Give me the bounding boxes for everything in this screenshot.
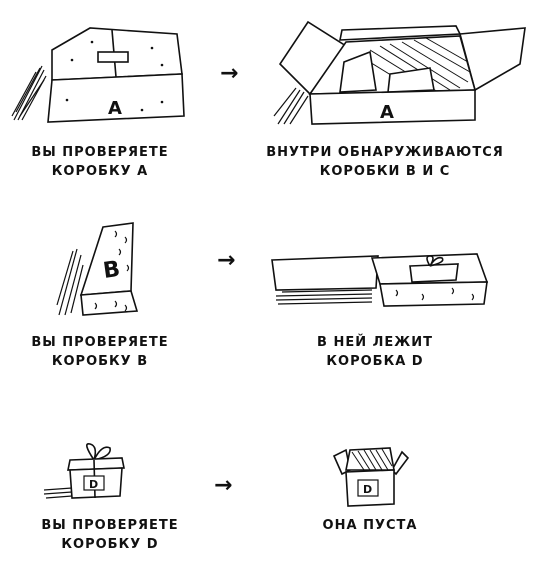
arrow-row-2: →: [217, 248, 236, 273]
caption-line-1: ВЫ ПРОВЕРЯЕТЕ: [41, 518, 179, 533]
box-b-open-with-d-illustration: [271, 253, 489, 307]
caption-line-1: ОНА ПУСТА: [322, 518, 418, 533]
arrow-row-3: →: [214, 473, 233, 498]
closed-box-a-illustration: A: [11, 27, 185, 123]
caption-line-2: КОРОБКУ В: [51, 354, 149, 369]
open-box-a-illustration: A: [273, 20, 526, 125]
box-b-letter: B: [102, 257, 122, 284]
caption-line-2: КОРОБКУ А: [51, 164, 149, 179]
gift-box-d-illustration: D: [43, 443, 125, 499]
caption-check-box-d: ВЫ ПРОВЕРЯЕТЕ КОРОБКУ D: [30, 516, 190, 554]
caption-line-1: ВЫ ПРОВЕРЯЕТЕ: [31, 145, 169, 160]
caption-line-1: В НЕЙ ЛЕЖИТ: [317, 335, 433, 350]
caption-inside-found: ВНУТРИ ОБНАРУЖИВАЮТСЯ КОРОБКИ В И С: [265, 143, 505, 181]
caption-line-2: КОРОБКА D: [326, 354, 424, 369]
open-box-d-letter: D: [363, 483, 372, 496]
box-a-letter: A: [108, 98, 122, 119]
caption-check-box-b: ВЫ ПРОВЕРЯЕТЕ КОРОБКУ В: [20, 333, 180, 371]
caption-line-2: КОРОБКИ В И С: [319, 164, 451, 179]
box-b-illustration: B: [56, 222, 139, 316]
arrow-row-1: →: [220, 61, 239, 86]
caption-box-empty: ОНА ПУСТА: [305, 516, 435, 535]
caption-box-d-inside: В НЕЙ ЛЕЖИТ КОРОБКА D: [300, 333, 450, 371]
caption-check-box-a: ВЫ ПРОВЕРЯЕТЕ КОРОБКУ А: [20, 143, 180, 181]
box-d-letter: D: [89, 478, 98, 491]
open-empty-box-d-illustration: D: [332, 447, 410, 507]
caption-line-2: КОРОБКУ D: [61, 537, 159, 552]
caption-line-1: ВЫ ПРОВЕРЯЕТЕ: [31, 335, 169, 350]
caption-line-1: ВНУТРИ ОБНАРУЖИВАЮТСЯ: [266, 145, 504, 160]
open-box-a-letter: A: [380, 102, 394, 123]
